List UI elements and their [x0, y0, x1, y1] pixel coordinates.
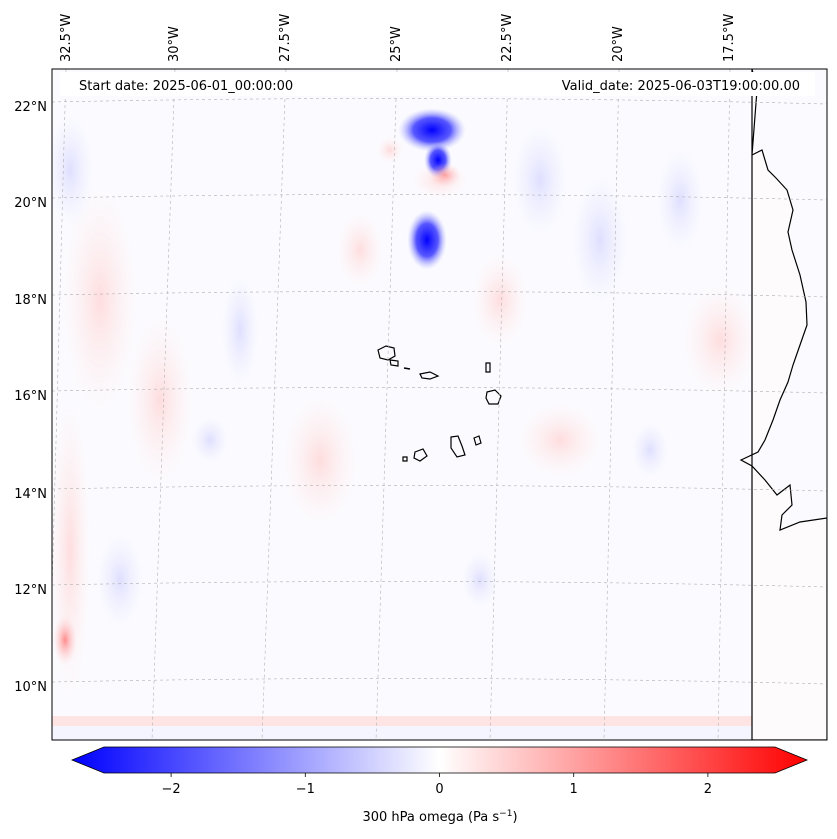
omega-field	[52, 69, 827, 740]
lon-label: 32.5°W	[59, 14, 74, 62]
lat-label: 14°N	[14, 487, 47, 502]
strong-ascent-cell-north	[398, 108, 466, 152]
lat-label: 18°N	[14, 293, 47, 308]
graticule	[52, 69, 827, 740]
cape-verde-islands	[377, 345, 502, 462]
lon-label: 22.5°W	[500, 14, 515, 62]
colorbar-label: 300 hPa omega (Pa s−1)	[362, 809, 517, 825]
colorbar-gradient	[70, 746, 809, 774]
lat-label: 10°N	[14, 680, 47, 695]
start-date: Start date: 2025-06-01_00:00:00	[79, 79, 293, 94]
lat-label: 16°N	[14, 389, 47, 404]
colorbar: −2 −1 0 1 2 300 hPa omega (Pa s−1)	[70, 746, 809, 825]
africa-coastline	[739, 69, 827, 740]
lon-label: 25°W	[389, 26, 404, 62]
lon-label: 20°W	[611, 26, 626, 62]
lat-label: 20°N	[14, 196, 47, 211]
colorbar-ticks: −2 −1 0 1 2	[162, 773, 712, 797]
date-header	[60, 72, 815, 96]
lon-label: 17.5°W	[722, 14, 737, 62]
colorbar-tick-label: 0	[435, 782, 443, 797]
lat-label: 22°N	[14, 100, 47, 115]
longitude-labels: 32.5°W 30°W 27.5°W 25°W 22.5°W 20°W 17.5…	[59, 14, 737, 62]
colorbar-tick-label: −2	[162, 782, 181, 797]
strong-ascent-cell-south	[407, 210, 447, 270]
lon-label: 27.5°W	[278, 14, 293, 62]
lon-label: 30°W	[167, 26, 182, 62]
colorbar-tick-label: 2	[704, 782, 712, 797]
latitude-labels: 22°N 20°N 18°N 16°N 14°N 12°N 10°N	[14, 100, 47, 695]
colorbar-tick-label: 1	[570, 782, 578, 797]
lat-label: 12°N	[14, 583, 47, 598]
map-frame	[51, 68, 828, 741]
valid-date: Valid_date: 2025-06-03T19:00:00.00	[562, 79, 800, 94]
colorbar-tick-label: −1	[296, 782, 315, 797]
